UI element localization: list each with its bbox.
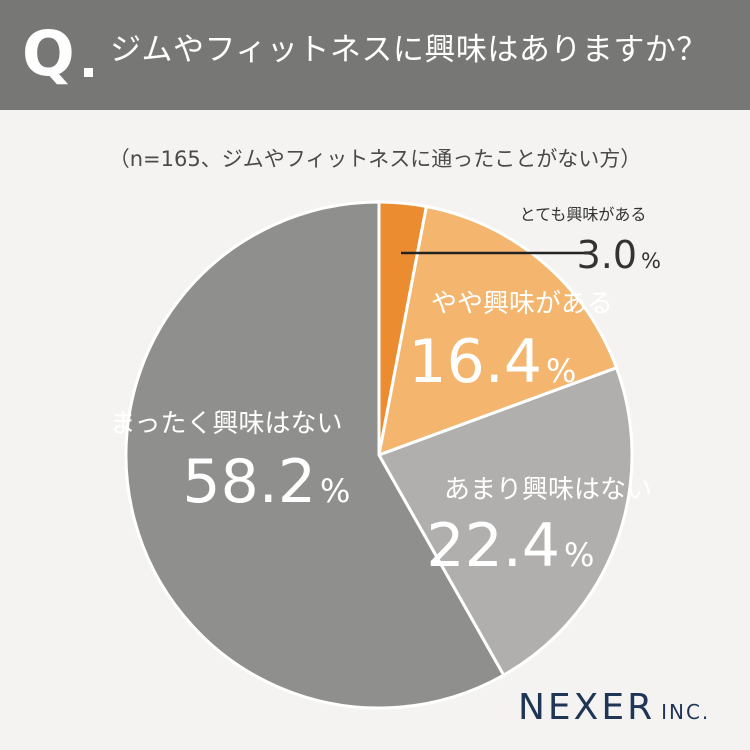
slice-not-very-interested (376, 365, 634, 678)
slice-value-somewhat-interested: 16.4 (408, 327, 542, 397)
slice-somewhat-interested (377, 204, 619, 458)
brand-name: NEXER (518, 687, 656, 728)
slice-unit-not-at-all-interested: % (320, 472, 350, 510)
slice-value-not-very-interested: 22.4 (426, 511, 560, 581)
question-header: Q ジムやフィットネスに興味はありますか？ (0, 0, 750, 110)
slice-label-somewhat-interested: やや興味がある (431, 289, 613, 319)
q-mark: Q (22, 17, 75, 90)
question-text: ジムやフィットネスに興味はありますか？ (110, 32, 708, 68)
slice-unit-not-very-interested: % (564, 536, 594, 574)
slice-unit-very-interested: % (641, 249, 661, 273)
slice-label-very-interested: とても興味がある (520, 205, 647, 224)
pie-slices (124, 200, 634, 710)
slice-label-not-at-all-interested: まったく興味はない (110, 409, 343, 439)
q-dot (84, 68, 93, 77)
nexer-logo: NEXER INC. (518, 688, 710, 734)
slice-not-at-all-interested (124, 200, 506, 710)
slice-label-not-very-interested: あまり興味はない (444, 475, 652, 505)
brand-suffix: INC. (661, 700, 711, 724)
slice-value-very-interested: 3.0 (577, 233, 637, 277)
slice-value-not-at-all-interested: 58.2 (182, 447, 316, 517)
slice-unit-somewhat-interested: % (546, 352, 576, 390)
sample-note: （n=165、ジムやフィットネスに通ったことがない方） (108, 147, 642, 171)
